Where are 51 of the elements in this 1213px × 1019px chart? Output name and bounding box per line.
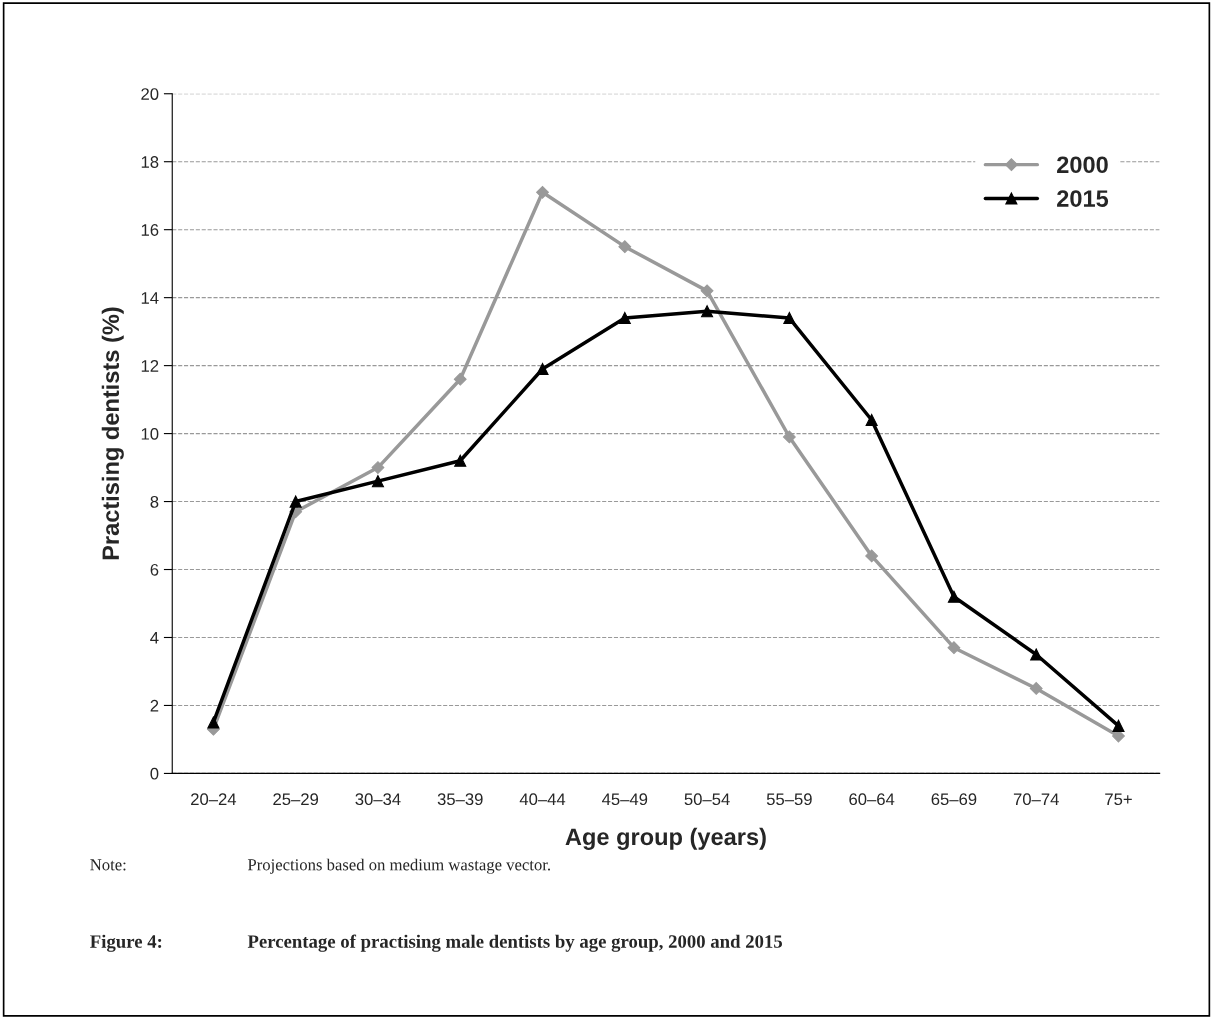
y-tick-label: 12: [141, 360, 159, 372]
y-tick-label: 20: [141, 88, 159, 100]
text: Note:: [90, 859, 126, 871]
x-axis-title: Age group (years): [565, 827, 766, 850]
x-tick-label: 70–74: [1013, 793, 1059, 806]
point: [783, 311, 796, 325]
point: [536, 185, 549, 199]
point: [700, 284, 714, 298]
y-tick-label: 16: [141, 224, 159, 236]
point: [371, 461, 385, 474]
point: [1112, 719, 1125, 732]
x-tick-label: 30–34: [355, 793, 401, 806]
y-axis-title: Practising dentists (%): [101, 307, 124, 560]
point: [207, 716, 220, 729]
point: [289, 495, 302, 508]
y-tick-label: 4: [150, 632, 159, 644]
point: [701, 305, 714, 318]
y-tick-label: 0: [150, 767, 159, 780]
point: [371, 475, 385, 488]
point: [454, 454, 467, 467]
y-tick-label: 8: [150, 495, 159, 508]
x-tick-label: 45–49: [602, 793, 648, 806]
x-tick-label: 35–39: [437, 793, 483, 806]
point: [947, 641, 961, 655]
x-tick-label: 25–29: [273, 793, 319, 806]
point: [865, 549, 879, 563]
y-tick-label: 6: [150, 563, 159, 576]
point: [865, 413, 878, 427]
y-tick-label: 10: [141, 427, 159, 440]
x-tick-label: 20–24: [191, 793, 237, 806]
x-tick-label: 50–54: [684, 793, 730, 806]
point: [947, 590, 960, 603]
y-tick-label: 18: [141, 156, 159, 168]
point: [618, 311, 631, 325]
text: Percentage of practising male dentists by age group, 2000 and 2015: [247, 934, 783, 952]
point: [536, 362, 549, 376]
caption: Figure 4:: [90, 934, 162, 952]
y-tick-label: 14: [141, 292, 159, 304]
point: [453, 372, 467, 386]
text: Projections based on medium wastage vector.: [247, 858, 550, 874]
point: [1029, 682, 1043, 695]
x-tick-label: 65–69: [931, 793, 977, 806]
x-tick-label: 60–64: [849, 793, 895, 806]
legend-label: 2015: [1057, 190, 1109, 207]
x-tick-label: 55–59: [766, 793, 812, 806]
x-tick-label: 40–44: [519, 793, 566, 806]
x-tick-label: 75+: [1105, 793, 1132, 806]
point: [618, 240, 632, 254]
point: [782, 430, 796, 444]
y-tick-label: 2: [150, 699, 159, 712]
legend-label: 2000: [1057, 156, 1108, 174]
